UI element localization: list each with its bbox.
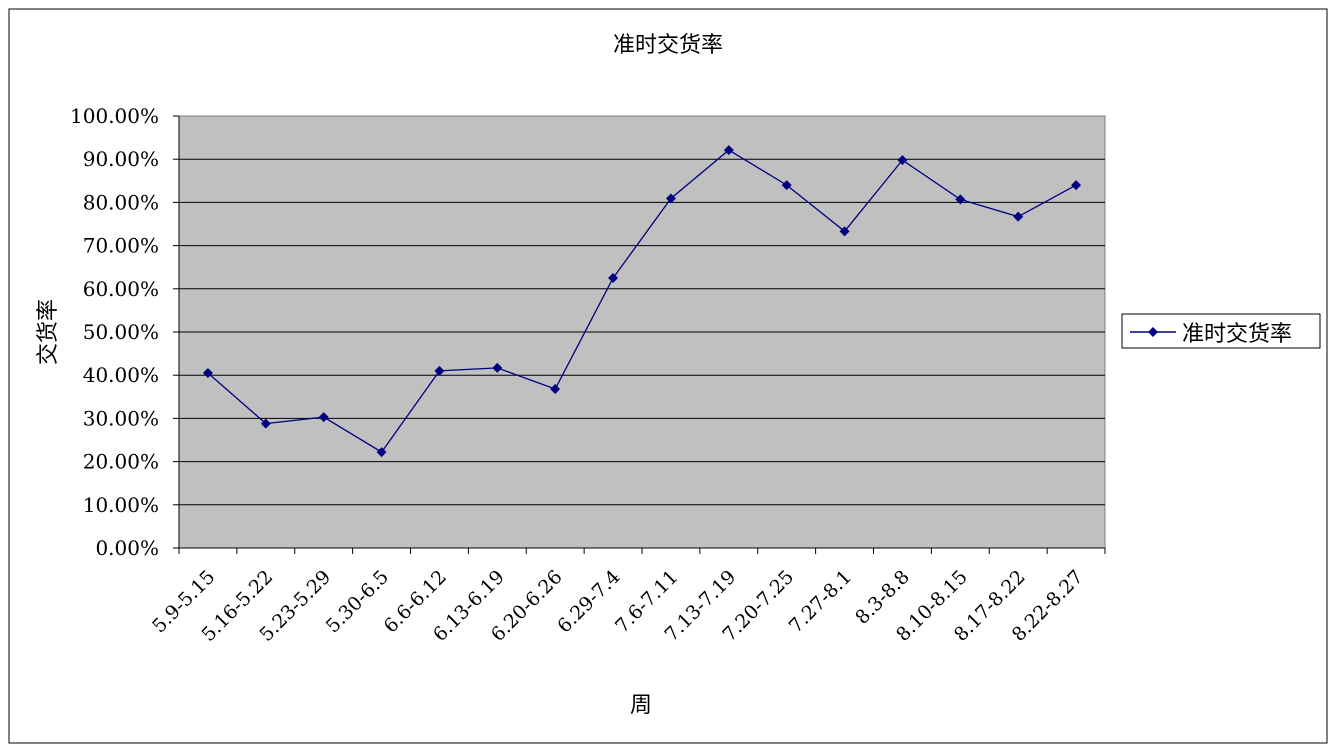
series-line [207, 149, 1077, 453]
y-tick-label: 10.00% [83, 493, 159, 517]
data-point [665, 193, 676, 204]
y-axis-ticks: 0.00% 10.00% 20.00% 30.00% 40.00% 50.00% 60.00… [70, 104, 179, 560]
data-point [839, 226, 850, 237]
data-point [376, 447, 387, 458]
data-point [723, 145, 734, 156]
data-point [434, 365, 445, 376]
y-tick-label: 50.00% [83, 320, 159, 344]
y-tick-label: 100.00% [70, 104, 159, 128]
data-point [550, 384, 561, 395]
gridlines [179, 158, 1105, 506]
y-tick-label: 90.00% [83, 147, 159, 171]
legend: 准时交货率 [1121, 313, 1321, 349]
data-point [318, 412, 329, 423]
data-point [202, 368, 213, 379]
y-tick-label: 0.00% [95, 536, 159, 560]
data-point [492, 362, 503, 373]
series-group [202, 145, 1082, 458]
data-point [781, 180, 792, 191]
x-axis-label: 周 [630, 693, 652, 718]
data-point [897, 155, 908, 166]
data-point [608, 273, 619, 283]
y-tick-label: 40.00% [83, 363, 159, 387]
y-tick-label: 80.00% [83, 190, 159, 214]
y-tick-label: 60.00% [83, 277, 159, 301]
chart-title: 准时交货率 [613, 33, 723, 58]
y-tick-label: 20.00% [83, 450, 159, 474]
y-tick-label: 70.00% [83, 234, 159, 258]
data-point [1013, 211, 1024, 222]
legend-label: 准时交货率 [1182, 322, 1292, 347]
y-tick-label: 30.00% [83, 406, 159, 430]
data-point [260, 418, 271, 429]
y-axis-label: 交货率 [36, 299, 61, 365]
legend-marker-diamond [1148, 327, 1158, 337]
data-point [1071, 180, 1082, 191]
data-point [955, 194, 966, 205]
